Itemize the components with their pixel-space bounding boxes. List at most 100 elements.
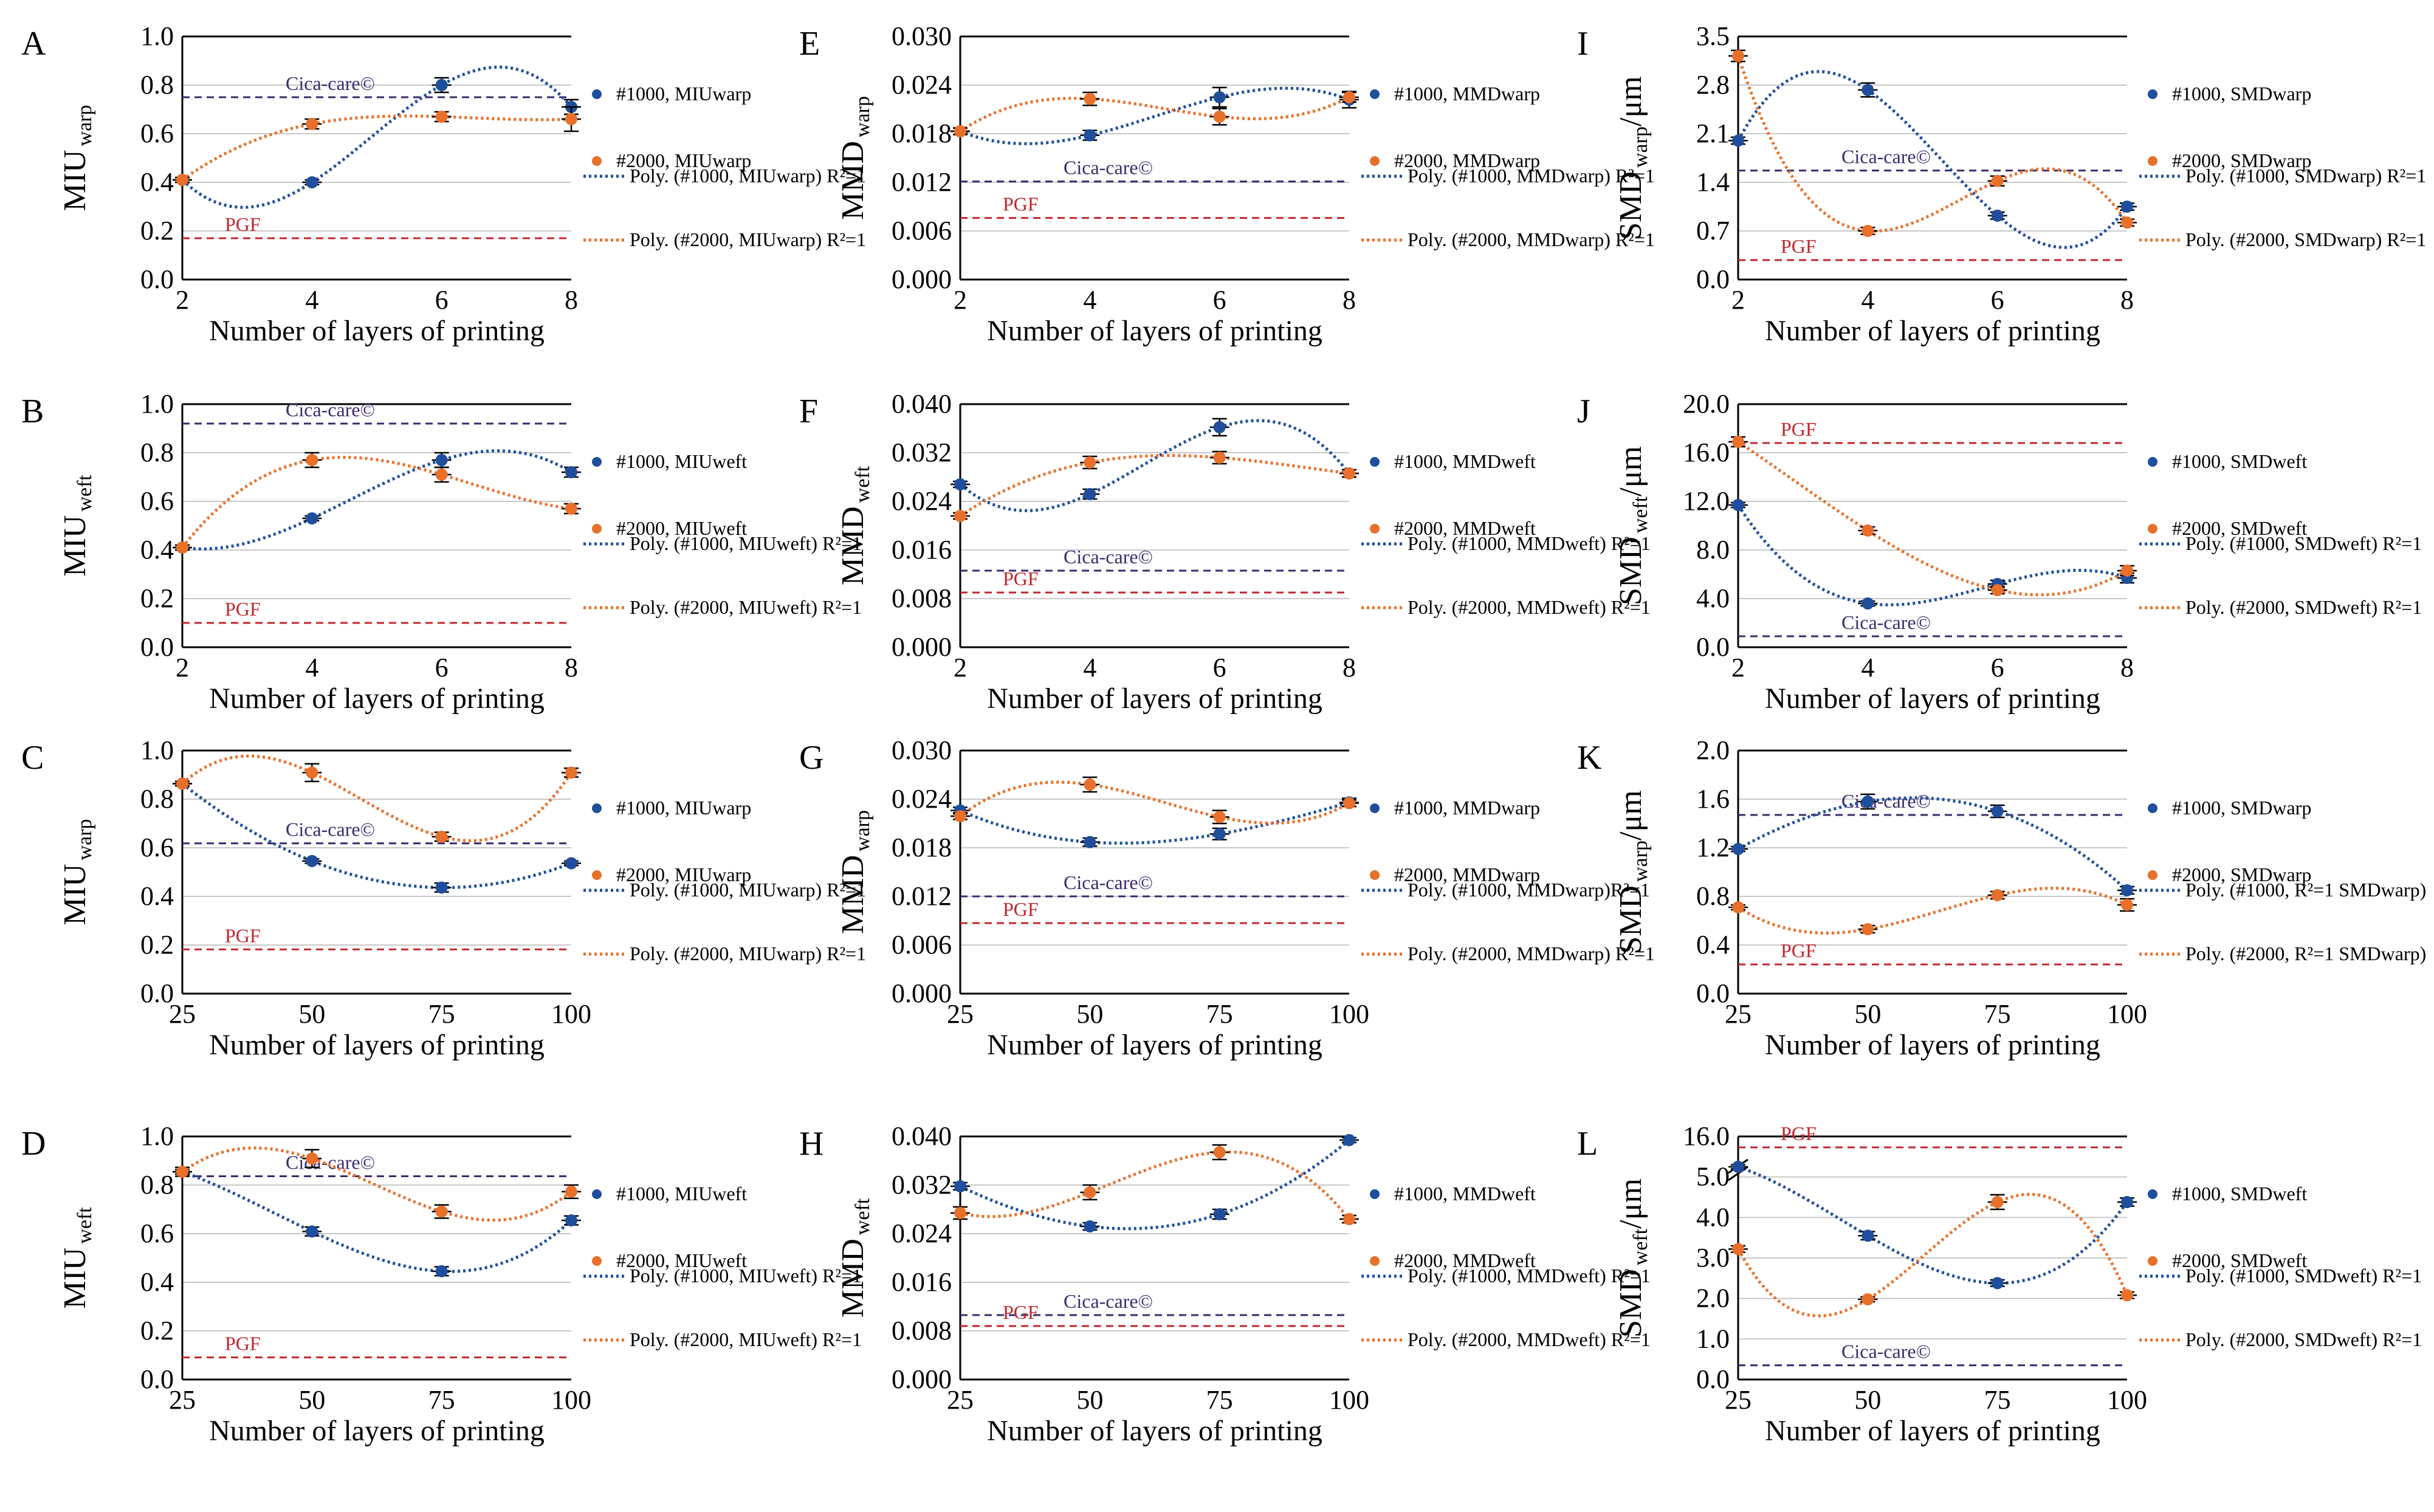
fit-curve-2000: [959, 95, 1350, 133]
pgf-label: PGF: [1003, 568, 1039, 589]
y-axis-title-sub: warp: [851, 810, 874, 851]
y-tick-label: 0.2: [140, 216, 174, 246]
legend-fit-entry: Poly. (#2000, MMDweft) R²=1: [1408, 1328, 1651, 1350]
x-tick-label: 2: [954, 653, 967, 682]
data-point-2000: [306, 1152, 318, 1165]
x-axis-title: Number of layers of printing: [987, 315, 1322, 347]
data-point-2000: [176, 1166, 188, 1178]
y-axis-title-main: MIU: [58, 864, 92, 925]
y-tick-label: 12.0: [1683, 486, 1730, 516]
x-tick-label: 2: [1731, 285, 1745, 315]
legend-fit-entry: Poly. (#2000, MIUweft) R²=1: [630, 596, 862, 618]
data-point-1000: [2121, 884, 2133, 896]
data-point-2000: [1084, 456, 1096, 469]
y-tick-label: 0.000: [892, 978, 952, 1008]
data-point-1000: [1213, 828, 1226, 840]
data-point-2000: [1213, 452, 1226, 464]
legend-marker: [2148, 870, 2157, 880]
y-axis-title-sub: weft: [74, 1207, 96, 1244]
legend-marker: [1370, 524, 1380, 534]
legend-fit-entry: Poly. (#1000, MMDwarp)R²=1: [1408, 879, 1650, 901]
cica-care-label: Cica-care©: [1064, 871, 1153, 893]
y-tick-label: 0.040: [892, 1121, 952, 1151]
cica-care-label: Cica-care©: [1064, 157, 1153, 179]
fit-curve-2000: [1736, 55, 2129, 233]
panel-E: E 0.000 0.006 0.012 0.018 0.024 0.030 2 4 6 8 Numbe…: [799, 21, 1655, 347]
fit-curve-1000: [1736, 70, 2129, 249]
x-tick-label: 4: [305, 653, 318, 682]
x-axis-title: Number of layers of printing: [209, 1415, 545, 1447]
legend-fit-entry: Poly. (#2000, SMDwarp) R²=1: [2185, 229, 2426, 250]
data-point-2000: [1732, 1243, 1744, 1256]
x-tick-label: 2: [1731, 653, 1745, 682]
y-tick-label: 0.008: [892, 583, 952, 613]
data-point-2000: [435, 1205, 448, 1218]
y-axis-title-main: MMD: [836, 855, 870, 934]
x-tick-label: 25: [169, 1385, 196, 1415]
y-tick-label: 0.030: [892, 735, 952, 765]
legend-marker: [1370, 457, 1380, 467]
y-tick-label: 1.0: [140, 1121, 174, 1151]
x-tick-label: 100: [551, 999, 591, 1029]
y-tick-label: 2.8: [1696, 70, 1730, 100]
y-axis-title-unit: /μm: [1614, 1178, 1648, 1229]
fit-curve-1000: [960, 800, 1350, 845]
pgf-label: PGF: [1003, 193, 1039, 215]
y-tick-label: 16.0: [1683, 1121, 1730, 1151]
data-point-1000: [435, 1265, 448, 1277]
y-tick-label: 8.0: [1696, 535, 1730, 565]
y-axis-title-main: MIU: [58, 1248, 92, 1309]
x-tick-label: 6: [1213, 285, 1226, 315]
y-tick-label: 1.6: [1696, 784, 1730, 814]
y-axis-title: MIU warp: [58, 819, 96, 925]
y-tick-label: 0.4: [140, 535, 174, 565]
legend-entry: #1000, MMDweft: [1394, 1183, 1536, 1204]
data-point-1000: [2121, 201, 2133, 213]
legend-entry: #1000, MMDwarp: [1394, 797, 1540, 819]
panel-G: G 0.000 0.006 0.012 0.018 0.024 0.030 25 50 75 100…: [799, 735, 1655, 1061]
y-tick-label: 0.6: [140, 833, 174, 862]
y-tick-label: 0.016: [892, 1267, 952, 1297]
data-point-2000: [1732, 901, 1744, 913]
data-point-1000: [306, 512, 318, 524]
y-tick-label: 1.0: [140, 21, 174, 51]
legend-marker: [1370, 156, 1380, 166]
legend-fit-entry: Poly. (#1000, MIUweft) R²=1: [630, 532, 862, 554]
data-point-2000: [1862, 524, 1874, 537]
y-tick-label: 0.006: [892, 930, 952, 960]
y-axis-title-sub: warp: [74, 819, 96, 860]
y-tick-label: 0.000: [892, 632, 952, 662]
panel-H: H 0.000 0.008 0.016 0.024 0.032 0.040 25 50 75 100…: [799, 1121, 1651, 1447]
x-tick-label: 75: [428, 1385, 455, 1415]
cica-care-label: Cica-care©: [286, 72, 375, 94]
y-tick-label: 0.8: [140, 438, 174, 467]
x-tick-label: 6: [435, 285, 449, 315]
pgf-label: PGF: [1781, 940, 1817, 961]
panel-letter: A: [21, 25, 46, 63]
y-tick-label: 0.6: [140, 119, 174, 148]
data-point-2000: [176, 541, 188, 554]
y-tick-label: 0.0: [1696, 978, 1730, 1008]
data-point-1000: [1213, 421, 1226, 433]
data-point-2000: [565, 503, 577, 515]
legend-fit-entry: Poly. (#1000, SMDweft) R²=1: [2185, 1265, 2422, 1287]
legend-entry: #1000, MIUweft: [616, 450, 747, 472]
x-tick-label: 6: [1991, 285, 2004, 315]
panel-letter: K: [1577, 739, 1601, 777]
data-point-1000: [1991, 805, 2004, 817]
panel-J: J 0.0 4.0 8.0 12.0 16.0 20.0 2 4 6 8 Number of laye…: [1577, 389, 2422, 715]
y-axis-title-main: MIU: [58, 515, 92, 577]
pgf-label: PGF: [1003, 1301, 1039, 1323]
x-tick-label: 75: [428, 999, 455, 1029]
legend-marker: [592, 89, 602, 99]
y-tick-label: 0.4: [140, 881, 174, 911]
data-point-1000: [306, 176, 318, 188]
legend-entry: #1000, SMDwarp: [2172, 797, 2311, 819]
y-axis-title-unit: /μm: [1614, 446, 1648, 497]
x-axis-title: Number of layers of printing: [1765, 315, 2100, 347]
legend-marker: [592, 156, 602, 166]
y-axis-title-main: MMD: [836, 1239, 870, 1318]
x-axis-title: Number of layers of printing: [1765, 682, 2100, 715]
legend-fit-entry: Poly. (#1000, MMDweft) R²=1: [1408, 532, 1651, 554]
y-tick-label: 0.024: [892, 784, 952, 814]
